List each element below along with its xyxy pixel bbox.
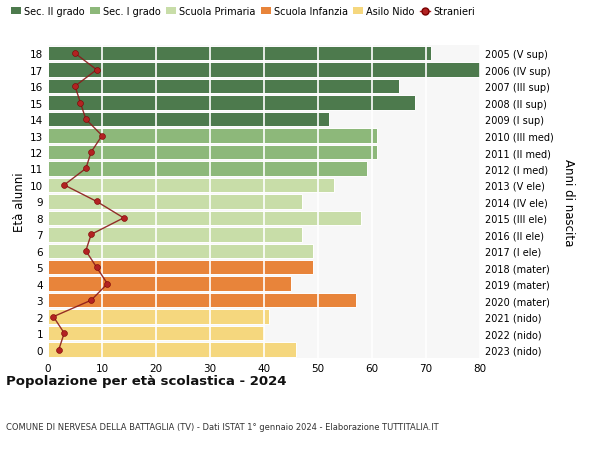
Point <box>81 165 91 173</box>
Bar <box>48 162 367 176</box>
Bar <box>48 260 313 275</box>
Point <box>70 50 80 58</box>
Bar <box>48 146 377 160</box>
Bar <box>48 310 269 324</box>
Bar <box>48 47 431 62</box>
Legend: Sec. II grado, Sec. I grado, Scuola Primaria, Scuola Infanzia, Asilo Nido, Stran: Sec. II grado, Sec. I grado, Scuola Prim… <box>11 7 475 17</box>
Bar <box>48 178 334 193</box>
Text: COMUNE DI NERVESA DELLA BATTAGLIA (TV) - Dati ISTAT 1° gennaio 2024 - Elaborazio: COMUNE DI NERVESA DELLA BATTAGLIA (TV) -… <box>6 422 439 431</box>
Bar <box>48 211 361 226</box>
Bar <box>48 195 302 209</box>
Point <box>86 297 96 304</box>
Point <box>92 198 101 206</box>
Bar <box>48 244 313 258</box>
Bar <box>48 326 264 341</box>
Point <box>92 67 101 74</box>
Point <box>86 149 96 157</box>
Point <box>49 313 58 321</box>
Point <box>54 346 64 353</box>
Point <box>76 100 85 107</box>
Point <box>81 247 91 255</box>
Point <box>103 280 112 288</box>
Point <box>59 330 69 337</box>
Bar <box>48 129 377 144</box>
Bar <box>48 293 356 308</box>
Point <box>97 133 107 140</box>
Point <box>70 83 80 90</box>
Point <box>86 231 96 239</box>
Bar <box>48 342 296 357</box>
Point <box>59 182 69 189</box>
Bar <box>48 80 399 94</box>
Text: Popolazione per età scolastica - 2024: Popolazione per età scolastica - 2024 <box>6 374 287 387</box>
Bar <box>48 277 291 291</box>
Bar <box>48 96 415 111</box>
Point <box>119 215 128 222</box>
Y-axis label: Età alunni: Età alunni <box>13 172 26 232</box>
Bar <box>48 228 302 242</box>
Bar <box>48 112 329 127</box>
Point <box>81 116 91 123</box>
Point <box>92 264 101 271</box>
Bar <box>48 63 480 78</box>
Y-axis label: Anni di nascita: Anni di nascita <box>562 158 575 246</box>
